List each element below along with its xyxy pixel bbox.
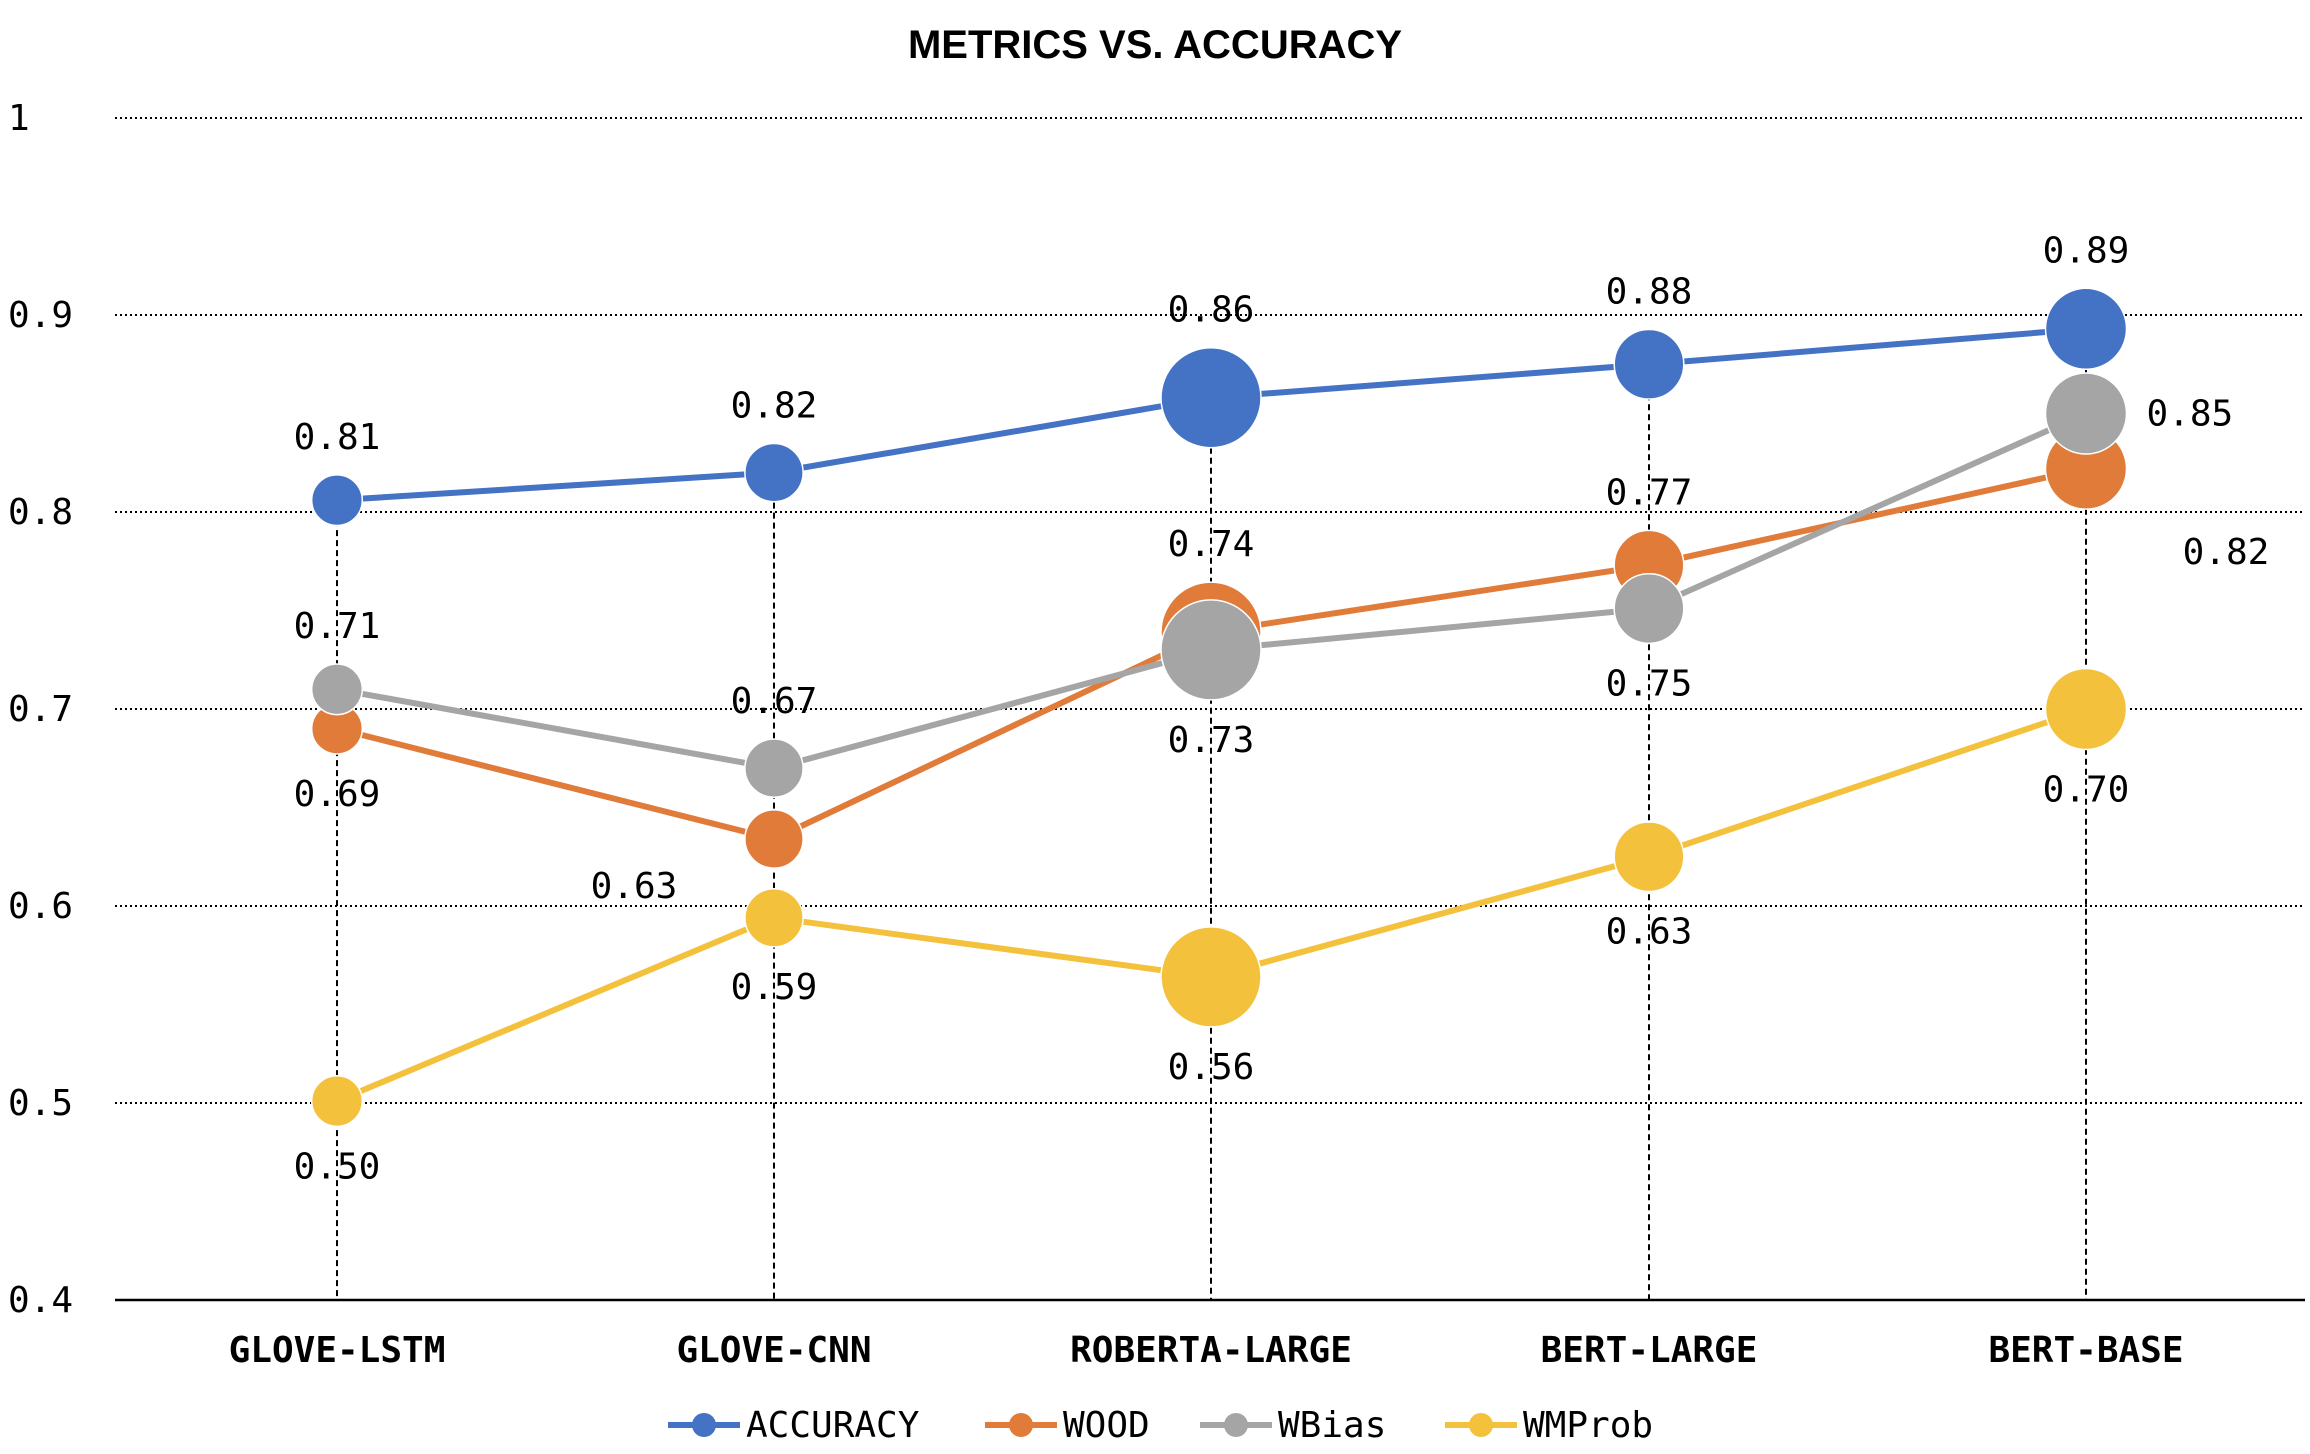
data-point — [1613, 821, 1685, 893]
x-tick-label: GLOVE-LSTM — [229, 1330, 446, 1371]
x-tick-label: BERT-BASE — [1988, 1330, 2183, 1371]
data-label: 0.70 — [2043, 770, 2130, 811]
data-point — [1160, 346, 1262, 449]
legend-item-wmprob: WMProb — [1445, 1405, 1653, 1446]
data-label: 0.82 — [2183, 532, 2270, 573]
data-point — [744, 442, 804, 503]
data-point — [2044, 287, 2128, 371]
y-tick-label: 0.4 — [8, 1280, 73, 1321]
legend-label: WMProb — [1523, 1405, 1653, 1446]
data-point — [2044, 372, 2128, 455]
data-label: 0.85 — [2147, 394, 2234, 435]
legend-label: ACCURACY — [746, 1405, 920, 1446]
data-label: 0.59 — [731, 967, 818, 1008]
legend-marker — [1009, 1413, 1033, 1437]
data-point — [1160, 926, 1262, 1028]
data-label: 0.73 — [1168, 720, 1255, 761]
data-point — [2044, 667, 2128, 751]
data-point — [1613, 572, 1685, 645]
x-tick-label: GLOVE-CNN — [676, 1330, 871, 1371]
data-label: 0.71 — [294, 606, 381, 647]
data-label: 0.63 — [591, 866, 678, 907]
series — [310, 287, 2128, 1128]
data-point — [310, 1074, 364, 1128]
y-tick-label: 0.9 — [8, 295, 73, 336]
x-tick-label: ROBERTA-LARGE — [1070, 1330, 1352, 1371]
data-label: 0.63 — [1606, 912, 1693, 953]
data-label: 0.77 — [1606, 472, 1693, 513]
legend-item-wbias: WBias — [1200, 1405, 1386, 1446]
data-label: 0.50 — [294, 1146, 381, 1187]
chart-title: METRICS VS. ACCURACY — [908, 23, 1402, 67]
legend: ACCURACY WOOD WBias WMProb — [668, 1405, 1653, 1446]
y-tick-label: 0.7 — [8, 689, 73, 730]
data-point — [744, 887, 804, 948]
x-tick-label: BERT-LARGE — [1541, 1330, 1758, 1371]
data-label: 0.89 — [2043, 230, 2130, 271]
data-point — [1160, 599, 1262, 701]
legend-item-accuracy: ACCURACY — [668, 1405, 920, 1446]
data-point — [1613, 328, 1685, 400]
legend-item-wood: WOOD — [985, 1405, 1150, 1446]
data-label: 0.67 — [731, 681, 818, 722]
legend-marker — [1469, 1413, 1493, 1437]
data-label: 0.86 — [1168, 290, 1255, 331]
legend-label: WBias — [1278, 1405, 1386, 1446]
data-labels: 0.81 0.82 0.86 0.88 0.89 0.69 0.63 0.74 0.77 0.82… — [294, 230, 2270, 1187]
data-label: 0.74 — [1168, 524, 1255, 565]
data-label: 0.81 — [294, 417, 381, 458]
y-tick-label: 0.8 — [8, 492, 73, 533]
data-label: 0.82 — [731, 386, 818, 427]
data-point — [310, 474, 364, 527]
y-tick-label: 0.5 — [8, 1083, 73, 1124]
legend-marker — [1224, 1413, 1248, 1437]
y-tick-label: 0.6 — [8, 886, 73, 927]
data-point — [310, 663, 364, 716]
data-point — [744, 809, 804, 869]
data-label: 0.88 — [1606, 271, 1693, 312]
data-label: 0.56 — [1168, 1047, 1255, 1088]
legend-label: WOOD — [1063, 1405, 1150, 1446]
data-label: 0.75 — [1606, 663, 1693, 704]
y-tick-label: 1 — [8, 98, 30, 139]
data-point — [744, 738, 804, 798]
legend-marker — [692, 1413, 716, 1437]
drop-lines — [336, 328, 2087, 1300]
data-label: 0.69 — [294, 774, 381, 815]
